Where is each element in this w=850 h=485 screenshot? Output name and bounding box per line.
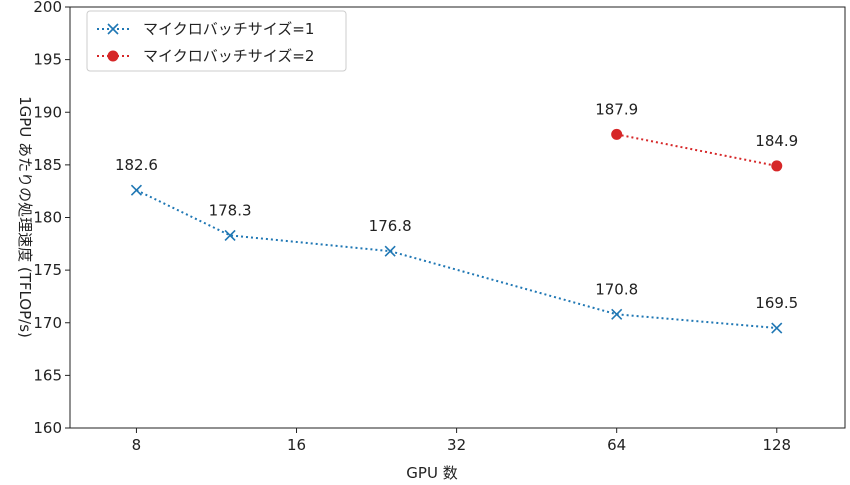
y-tick-label: 175	[33, 261, 62, 279]
y-tick-label: 195	[33, 51, 62, 69]
data-labels: 182.6 178.3 176.8 170.8 169.5 187.9 184.9	[115, 100, 798, 312]
legend: マイクロバッチサイズ=1 マイクロバッチサイズ=2	[86, 10, 347, 72]
y-tick-label: 165	[33, 366, 62, 384]
data-label: 184.9	[755, 132, 798, 150]
data-label: 170.8	[595, 280, 638, 298]
y-tick-label: 190	[33, 103, 62, 121]
legend-label: マイクロバッチサイズ=1	[143, 20, 314, 38]
data-point-marker	[224, 229, 236, 241]
data-point-marker	[130, 184, 143, 196]
x-tick-label: 16	[287, 436, 306, 454]
x-tick-label: 32	[447, 436, 466, 454]
y-tick-label: 160	[33, 419, 62, 437]
y-tick-label: 200	[33, 0, 62, 16]
data-point-marker	[611, 128, 623, 140]
data-point-marker	[771, 322, 783, 334]
x-tick-label: 128	[762, 436, 791, 454]
data-label: 178.3	[209, 201, 252, 219]
x-axis-title: GPU 数	[406, 464, 457, 482]
data-label: 187.9	[595, 100, 638, 118]
data-label: 182.6	[115, 156, 158, 174]
x-axis: 8 16 32 64 128	[132, 428, 791, 454]
series-layer	[130, 128, 783, 334]
data-label: 169.5	[755, 294, 798, 312]
data-point-marker	[771, 160, 783, 172]
data-point-marker	[611, 308, 623, 320]
x-tick-label: 8	[132, 436, 142, 454]
y-tick-label: 180	[33, 209, 62, 227]
y-axis-title: 1GPU あたりの処理速度 (TFLOP/s)	[16, 96, 34, 338]
y-axis: 160 165 170 175 180 185 190 195 200	[33, 0, 70, 437]
legend-label: マイクロバッチサイズ=2	[143, 47, 314, 65]
data-label: 176.8	[369, 217, 412, 235]
y-tick-label: 170	[33, 314, 62, 332]
legend-marker	[107, 50, 119, 62]
x-tick-label: 64	[607, 436, 626, 454]
data-point-marker	[384, 245, 396, 257]
series-line-2	[616, 133, 777, 167]
legend-marker	[107, 23, 119, 35]
y-tick-label: 185	[33, 156, 62, 174]
legend-box	[86, 10, 347, 72]
